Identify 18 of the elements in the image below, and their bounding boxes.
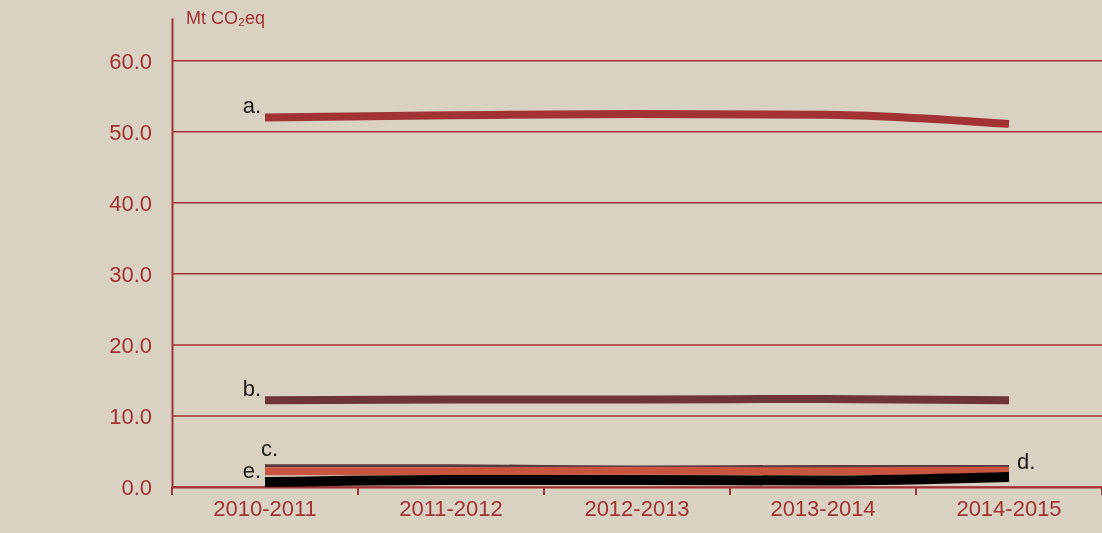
- y-tick-label: 60.0: [109, 48, 152, 74]
- x-tick-label: 2014-2015: [956, 495, 1062, 521]
- series-label: c.: [261, 435, 279, 461]
- series-label: b.: [242, 376, 261, 402]
- series-label: e.: [242, 458, 261, 484]
- y-tick-label: 50.0: [109, 119, 152, 145]
- y-tick-label: 0.0: [121, 475, 152, 501]
- x-tick-label: 2010-2011: [213, 495, 317, 521]
- x-tick-label: 2013-2014: [770, 495, 876, 521]
- y-tick-label: 10.0: [109, 404, 152, 430]
- x-tick-label: 2011-2012: [399, 495, 503, 521]
- x-tick-label: 2012-2013: [584, 495, 690, 521]
- series-label: a.: [242, 93, 261, 119]
- series-label: d.: [1017, 448, 1036, 474]
- y-tick-label: 40.0: [109, 190, 152, 216]
- y-axis-title: Mt CO₂eq: [186, 8, 266, 28]
- y-tick-label: 20.0: [109, 333, 152, 359]
- y-tick-label: 30.0: [109, 262, 152, 288]
